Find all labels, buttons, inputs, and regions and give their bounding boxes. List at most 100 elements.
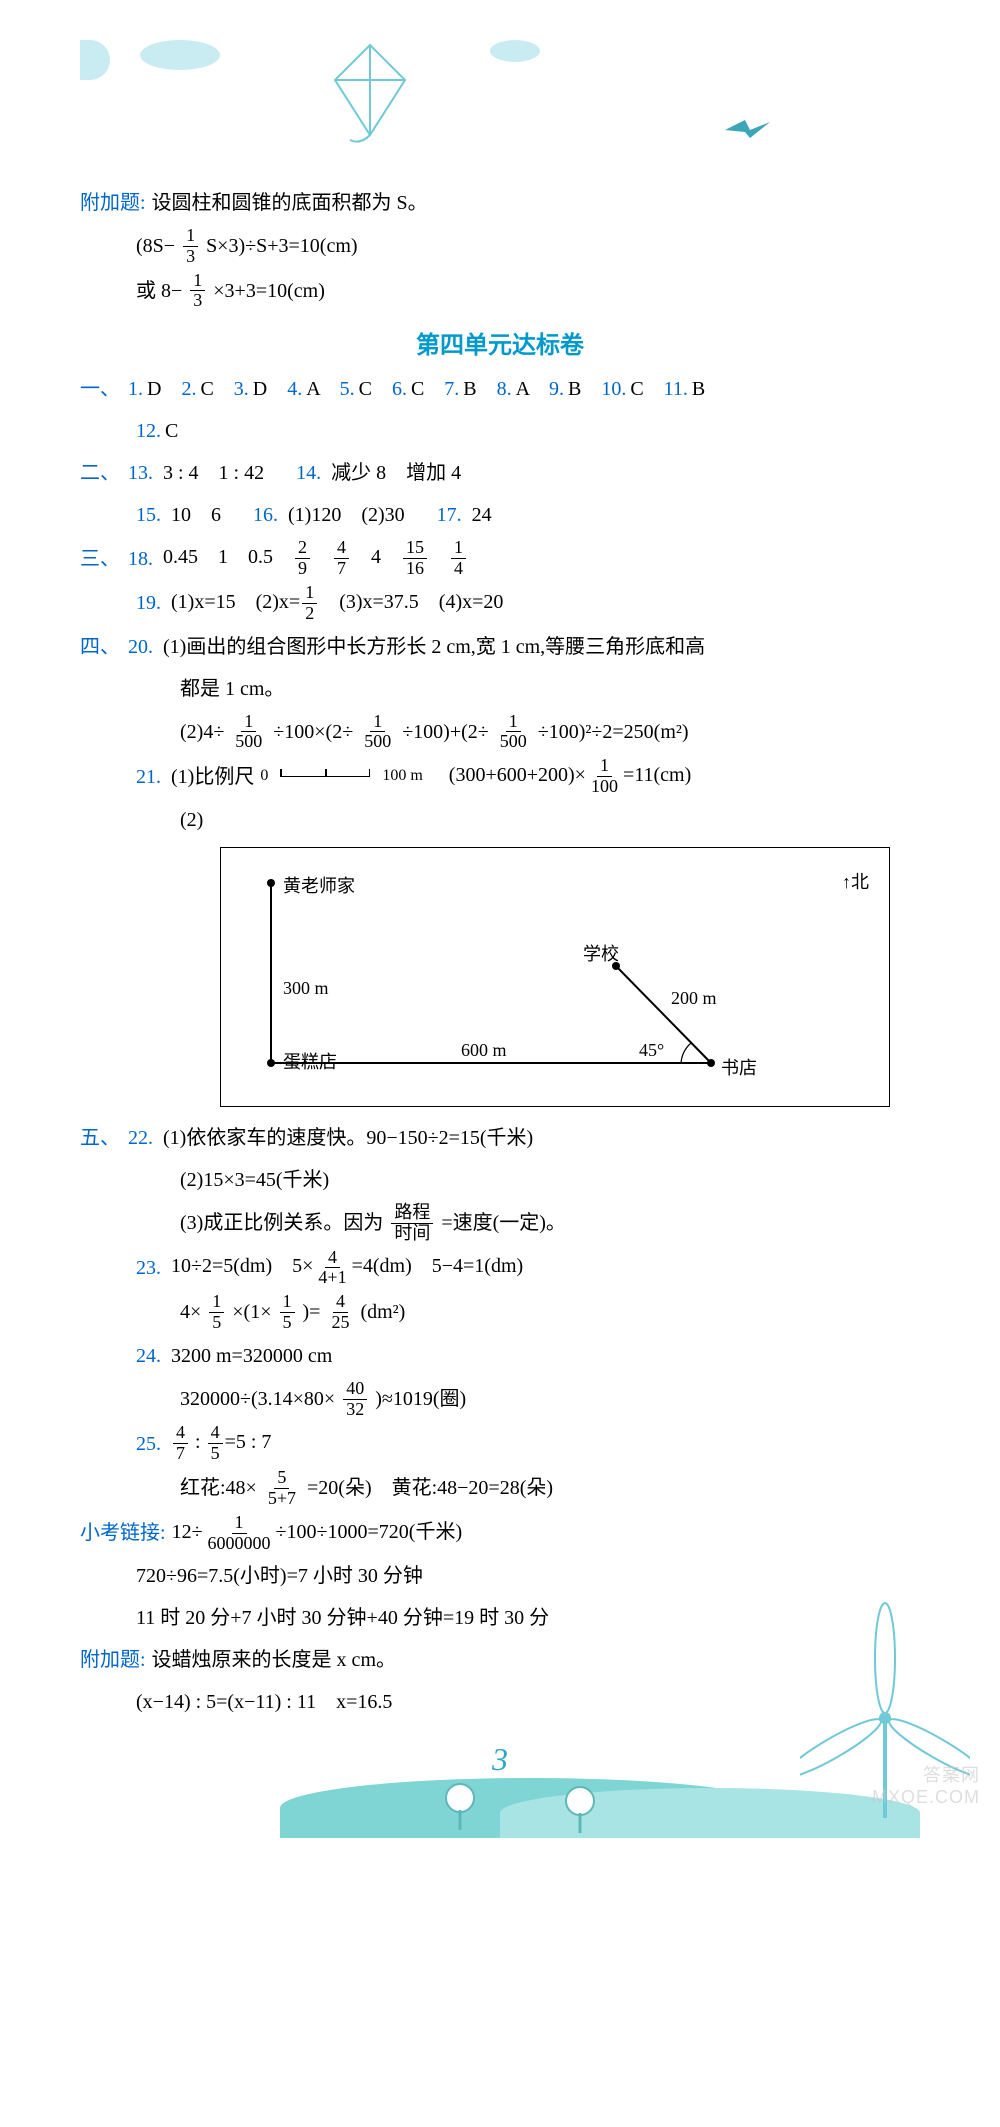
header-decoration — [80, 40, 920, 180]
sec1-row2: 12.C — [80, 412, 920, 450]
hill-icon — [280, 1778, 780, 1838]
mc-val: C — [411, 378, 424, 400]
bonus2-intro-text: 设蜡烛原来的长度是 x cm。 — [152, 1641, 396, 1679]
q25-a: 47 : 45=5 : 7 — [171, 1423, 271, 1464]
q20-1a: (1)画出的组合图形中长方形长 2 cm,宽 1 cm,等腰三角形底和高 — [163, 628, 705, 666]
mc-val: A — [306, 378, 319, 400]
sec1-row1: 一、 1.D 2.C 3.D 4.A 5.C 6.C 7.B 8.A 9.B 1… — [80, 370, 920, 408]
angle-arc — [681, 1043, 691, 1063]
q15-n: 15. — [136, 496, 161, 534]
q21-2: (2) — [180, 801, 203, 839]
mc-val: B — [568, 378, 581, 400]
mc-num: 7. — [444, 378, 459, 400]
mc-val: D — [253, 378, 267, 400]
mc-num: 10. — [601, 378, 626, 400]
q14-n: 14. — [296, 454, 321, 492]
link-a-parts: 12÷16000000÷100÷1000=720(千米) — [172, 1513, 463, 1554]
link-label: 小考链接: — [80, 1514, 166, 1552]
sec5-q22-1: 五、 22. (1)依依家车的速度快。90−150÷2=15(千米) — [80, 1119, 920, 1157]
mc-val: C — [359, 378, 372, 400]
mc-num: 8. — [497, 378, 512, 400]
cloud-icon — [140, 40, 220, 70]
unit-heading: 第四单元达标卷 — [80, 325, 920, 360]
page-number: 3 — [80, 1741, 920, 1778]
edge-school-bookstore — [221, 848, 891, 1108]
mc-num: 6. — [392, 378, 407, 400]
q24-a: 3200 m=320000 cm — [171, 1337, 332, 1375]
q19-parts: (1)x=15 (2)x=12 (3)x=37.5 (4)x=20 — [171, 583, 503, 624]
scale-right: 100 m — [382, 761, 422, 791]
sec1-label: 一、 — [80, 370, 120, 408]
q20-n: 20. — [128, 628, 153, 666]
mc-val: B — [692, 378, 705, 400]
q21-n: 21. — [136, 758, 161, 796]
q13-n: 13. — [128, 454, 153, 492]
sec5-q24-a: 24. 3200 m=320000 cm — [80, 1337, 920, 1375]
sec5-q23-b: 4×15×(1×15)=425(dm²) — [80, 1292, 920, 1333]
mc-val: C — [200, 378, 213, 400]
sec4-q20-2: (2)4÷1500÷100×(2÷1500÷100)+(2÷1500÷100)²… — [80, 712, 920, 753]
map-diagram: ↑北 黄老师家 蛋糕店 书店 学校 300 m 600 m 200 m 45° — [220, 847, 890, 1107]
sec4-q20-1a: 四、 20. (1)画出的组合图形中长方形长 2 cm,宽 1 cm,等腰三角形… — [80, 628, 920, 666]
tree-icon — [440, 1780, 480, 1830]
q18-parts: 0.45 1 0.5 29 47 4 1516 14 — [163, 538, 468, 579]
sec2-row1: 二、 13. 3 : 4 1 : 42 14. 减少 8 增加 4 — [80, 454, 920, 492]
sec5-q22-2: (2)15×3=45(千米) — [80, 1161, 920, 1199]
q23-n: 23. — [136, 1249, 161, 1287]
sec5-q25-b: 红花:48×55+7=20(朵) 黄花:48−20=28(朵) — [80, 1468, 920, 1509]
mc-val: B — [463, 378, 476, 400]
sec2-row2: 15. 10 6 16. (1)120 (2)30 17. 24 — [80, 496, 920, 534]
bonus-label: 附加题: — [80, 184, 146, 222]
scale-left: 0 — [260, 761, 268, 791]
q16-n: 16. — [253, 496, 278, 534]
sec2-label: 二、 — [80, 454, 120, 492]
sec5-q25-a: 25. 47 : 45=5 : 7 — [80, 1423, 920, 1464]
sec4-q20-1b: 都是 1 cm。 — [80, 670, 920, 708]
bonus-eq1: (8S−13S×3)÷S+3=10(cm) — [80, 226, 920, 267]
sec3-q18: 三、 18. 0.45 1 0.5 29 47 4 1516 14 — [80, 538, 920, 579]
sec3-q19: 19. (1)x=15 (2)x=12 (3)x=37.5 (4)x=20 — [80, 583, 920, 624]
q23-a: 10÷2=5(dm) 5×44+1=4(dm) 5−4=1(dm) — [171, 1247, 523, 1288]
q20-1b: 都是 1 cm。 — [180, 670, 284, 708]
sec4-label: 四、 — [80, 628, 120, 666]
hill-icon — [500, 1788, 920, 1838]
mc-val: A — [516, 378, 529, 400]
bonus-intro-line: 附加题: 设圆柱和圆锥的底面积都为 S。 — [80, 184, 920, 222]
bird-icon — [720, 110, 780, 160]
mc-num: 12. — [136, 420, 161, 442]
bonus2-eq: (x−14) : 5=(x−11) : 11 x=16.5 — [80, 1683, 920, 1721]
link-c: 11 时 20 分+7 小时 30 分钟+40 分钟=19 时 30 分 — [80, 1599, 920, 1637]
mc-num: 1. — [128, 378, 143, 400]
sec5-q24-b: 320000÷(3.14×80×4032)≈1019(圈) — [80, 1379, 920, 1420]
q22-1: (1)依依家车的速度快。90−150÷2=15(千米) — [163, 1119, 533, 1157]
cloud-icon — [80, 40, 110, 80]
bonus-eq2: 或 8−13×3+3=10(cm) — [80, 271, 920, 312]
tree-icon — [560, 1783, 600, 1833]
mc-num: 3. — [234, 378, 249, 400]
mc-val: C — [630, 378, 643, 400]
mc-val: D — [147, 378, 161, 400]
q13-v: 3 : 4 1 : 42 — [163, 454, 264, 492]
sec5-q23-a: 23. 10÷2=5(dm) 5×44+1=4(dm) 5−4=1(dm) — [80, 1247, 920, 1288]
q22-2: (2)15×3=45(千米) — [180, 1161, 329, 1199]
q16-v: (1)120 (2)30 — [288, 496, 405, 534]
sec1-row2-items: 12.C — [136, 412, 178, 450]
link-a: 小考链接: 12÷16000000÷100÷1000=720(千米) — [80, 1513, 920, 1554]
bonus2-label: 附加题: — [80, 1641, 146, 1679]
link-b: 720÷96=7.5(小时)=7 小时 30 分钟 — [80, 1557, 920, 1595]
mc-num: 5. — [340, 378, 355, 400]
watermark: 答案网 MXQE.COM — [872, 1761, 980, 1808]
mc-num: 9. — [549, 378, 564, 400]
q15-v: 10 6 — [171, 496, 221, 534]
sec5-q22-3: (3)成正比例关系。因为路程时间=速度(一定)。 — [80, 1203, 920, 1244]
kite-icon — [320, 40, 440, 150]
sec3-label: 三、 — [80, 540, 120, 578]
scale-bar — [280, 776, 370, 777]
label-angle: 45° — [639, 1040, 664, 1061]
sec5-label: 五、 — [80, 1119, 120, 1157]
label-200m: 200 m — [671, 988, 717, 1009]
bonus2-intro: 附加题: 设蜡烛原来的长度是 x cm。 — [80, 1641, 920, 1679]
q22-n: 22. — [128, 1119, 153, 1157]
q21-1-rest: (300+600+200)×1100=11(cm) — [429, 756, 691, 797]
q21-1-prefix: (1)比例尺 — [171, 758, 254, 796]
